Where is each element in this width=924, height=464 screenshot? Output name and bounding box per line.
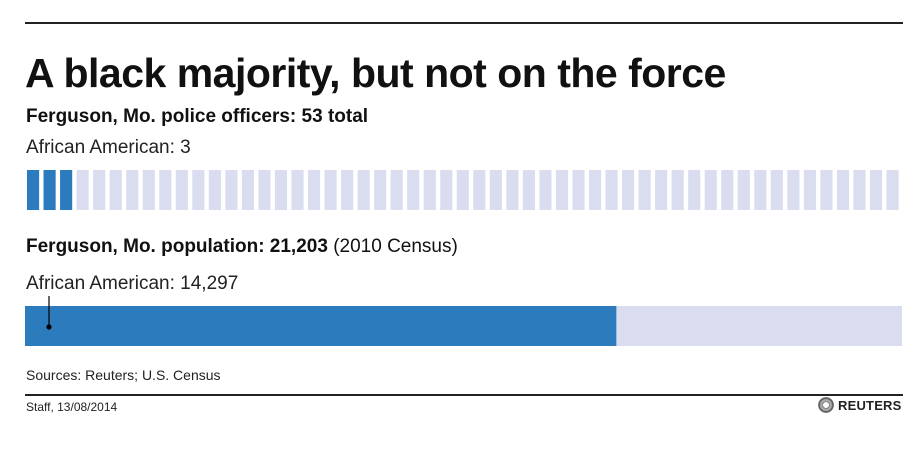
officer-square-other [175,170,188,210]
officer-square-other [357,170,370,210]
officer-square-african-american [60,170,73,210]
officer-square-other [770,170,783,210]
officer-square-other [506,170,519,210]
officer-square-other [159,170,172,210]
population-subtitle: Ferguson, Mo. population: 21,203 (2010 C… [26,236,458,258]
population-aa-label: African American: 14,297 [26,273,239,294]
sources-note: Sources: Reuters; U.S. Census [26,367,221,383]
officer-square-other [126,170,139,210]
officer-square-other [241,170,254,210]
officer-square-other [76,170,89,210]
officer-square-other [522,170,535,210]
officer-square-other [803,170,816,210]
officer-square-other [655,170,668,210]
officer-square-other [407,170,420,210]
officer-square-other [440,170,453,210]
officer-square-other [192,170,205,210]
reuters-logo-text: REUTERS [838,397,902,413]
officer-square-other [572,170,585,210]
officer-square-other [324,170,337,210]
reuters-logo-icon [818,397,834,413]
officer-square-other [836,170,850,210]
officer-square-other [737,170,750,210]
officer-square-other [853,170,866,210]
officer-square-other [341,170,354,210]
officer-square-other [638,170,651,210]
officer-square-other [390,170,403,210]
population-subtitle-bold: Ferguson, Mo. population: 21,203 [26,236,328,257]
bottom-rule [25,394,903,396]
officer-square-other [489,170,502,210]
officer-square-other [109,170,122,210]
officer-square-other [886,170,899,210]
officer-square-other [787,170,800,210]
officer-square-african-american [43,170,56,210]
chart-title: A black majority, but not on the force [25,50,726,96]
officer-square-other [225,170,238,210]
officer-square-other [291,170,304,210]
officer-square-other [208,170,221,210]
officer-square-other [754,170,767,210]
officer-square-other [142,170,155,210]
officer-square-other [274,170,288,210]
officer-square-other [93,170,106,210]
officer-square-other [605,170,618,210]
officer-square-other [555,170,569,210]
officer-square-other [473,170,486,210]
credit-line: Staff, 13/08/2014 [26,400,118,414]
officer-square-african-american [27,170,40,210]
officer-square-other [456,170,469,210]
top-rule [25,22,903,24]
officer-square-other [721,170,734,210]
officer-square-other [622,170,635,210]
officer-square-other [704,170,717,210]
officer-square-other [869,170,883,210]
officer-square-other [588,170,602,210]
officer-square-other [307,170,321,210]
police-subtitle: Ferguson, Mo. police officers: 53 total [26,106,369,127]
police-aa-label: African American: 3 [26,137,191,158]
label-leader-dot [46,324,52,330]
officer-square-other [671,170,684,210]
officer-square-other [258,170,271,210]
officer-square-other [423,170,436,210]
reuters-logo: REUTERS [818,397,902,413]
officer-square-other [688,170,701,210]
officer-square-other [539,170,552,210]
officer-square-other [820,170,833,210]
population-bar-african-american [25,306,617,346]
population-subtitle-note: (2010 Census) [333,236,458,257]
officer-square-other [374,170,387,210]
